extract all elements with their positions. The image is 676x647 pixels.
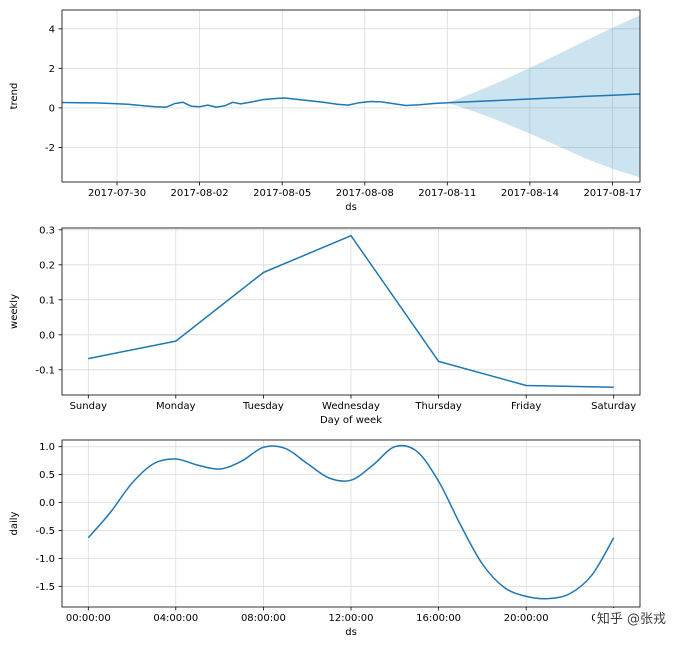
y-tick-label: 0.3 — [39, 225, 55, 236]
x-tick-label: Sunday — [70, 401, 107, 412]
weekly-subplot: Sunday Monday Tuesday Wednesday Thursday Frid… — [9, 225, 641, 426]
x-tick-label: Thursday — [414, 401, 462, 412]
x-tick-label: 2017-07-30 — [88, 188, 146, 199]
x-tick-label: 2017-08-17 — [583, 188, 641, 199]
x-tick-label: 2017-08-02 — [171, 188, 229, 199]
y-tick-label: 0.0 — [39, 330, 55, 341]
plot-border — [61, 9, 641, 183]
x-tick-label: 2017-08-14 — [501, 188, 559, 199]
x-tick-label: 12:00:00 — [329, 613, 374, 624]
daily-subplot: 00:00:00 04:00:00 08:00:00 12:00:00 16:00:00… — [9, 439, 641, 638]
y-axis-label: trend — [9, 83, 20, 110]
y-tick-label: 0.1 — [39, 295, 55, 306]
x-tick-label: 00:00:00 — [66, 613, 111, 624]
trend-subplot: 2017-07-30 2017-08-02 2017-08-05 2017-08-08… — [9, 9, 642, 213]
weekly-line — [88, 234, 614, 389]
y-tick-label: -0.1 — [35, 365, 55, 376]
x-tick-label: Monday — [156, 401, 196, 412]
x-tick-label: 20:00:00 — [504, 613, 549, 624]
y-tick-label: -0.5 — [35, 526, 55, 537]
x-tick-label: 04:00:00 — [153, 613, 198, 624]
x-tick-label: Saturday — [591, 401, 636, 412]
x-axis-label: ds — [345, 202, 357, 213]
y-tick-label: 0.2 — [39, 260, 55, 271]
y-tick-label: 4 — [49, 24, 55, 35]
x-tick-label: 2017-08-08 — [336, 188, 394, 199]
x-tick-label: 2017-08-05 — [253, 188, 311, 199]
y-axis-label: weekly — [9, 294, 20, 329]
y-axis-label: daily — [9, 511, 20, 535]
x-tick-label: Wednesday — [322, 401, 380, 412]
x-axis-label: ds — [345, 627, 357, 638]
y-tick-label: -1.5 — [35, 582, 55, 593]
trend-line — [61, 93, 641, 108]
y-tick-label: 0 — [49, 103, 55, 114]
trend-uncertainty-band — [447, 15, 640, 178]
y-tick-label: 1.0 — [39, 442, 55, 453]
y-tick-label: 2 — [49, 64, 55, 75]
x-tick-label: 2017-08-11 — [418, 188, 476, 199]
x-tick-label: Friday — [511, 401, 541, 412]
y-tick-label: 0.5 — [39, 470, 55, 481]
watermark: 知乎 @张戎 — [594, 608, 668, 627]
x-axis-label: Day of week — [320, 415, 382, 426]
y-tick-label: 0.0 — [39, 498, 55, 509]
x-tick-label: Tuesday — [242, 401, 284, 412]
daily-line — [87, 444, 615, 600]
x-tick-label: 08:00:00 — [241, 613, 286, 624]
x-tick-label: 16:00:00 — [416, 613, 461, 624]
y-tick-label: -2 — [45, 143, 55, 154]
y-tick-label: -1.0 — [35, 554, 55, 565]
